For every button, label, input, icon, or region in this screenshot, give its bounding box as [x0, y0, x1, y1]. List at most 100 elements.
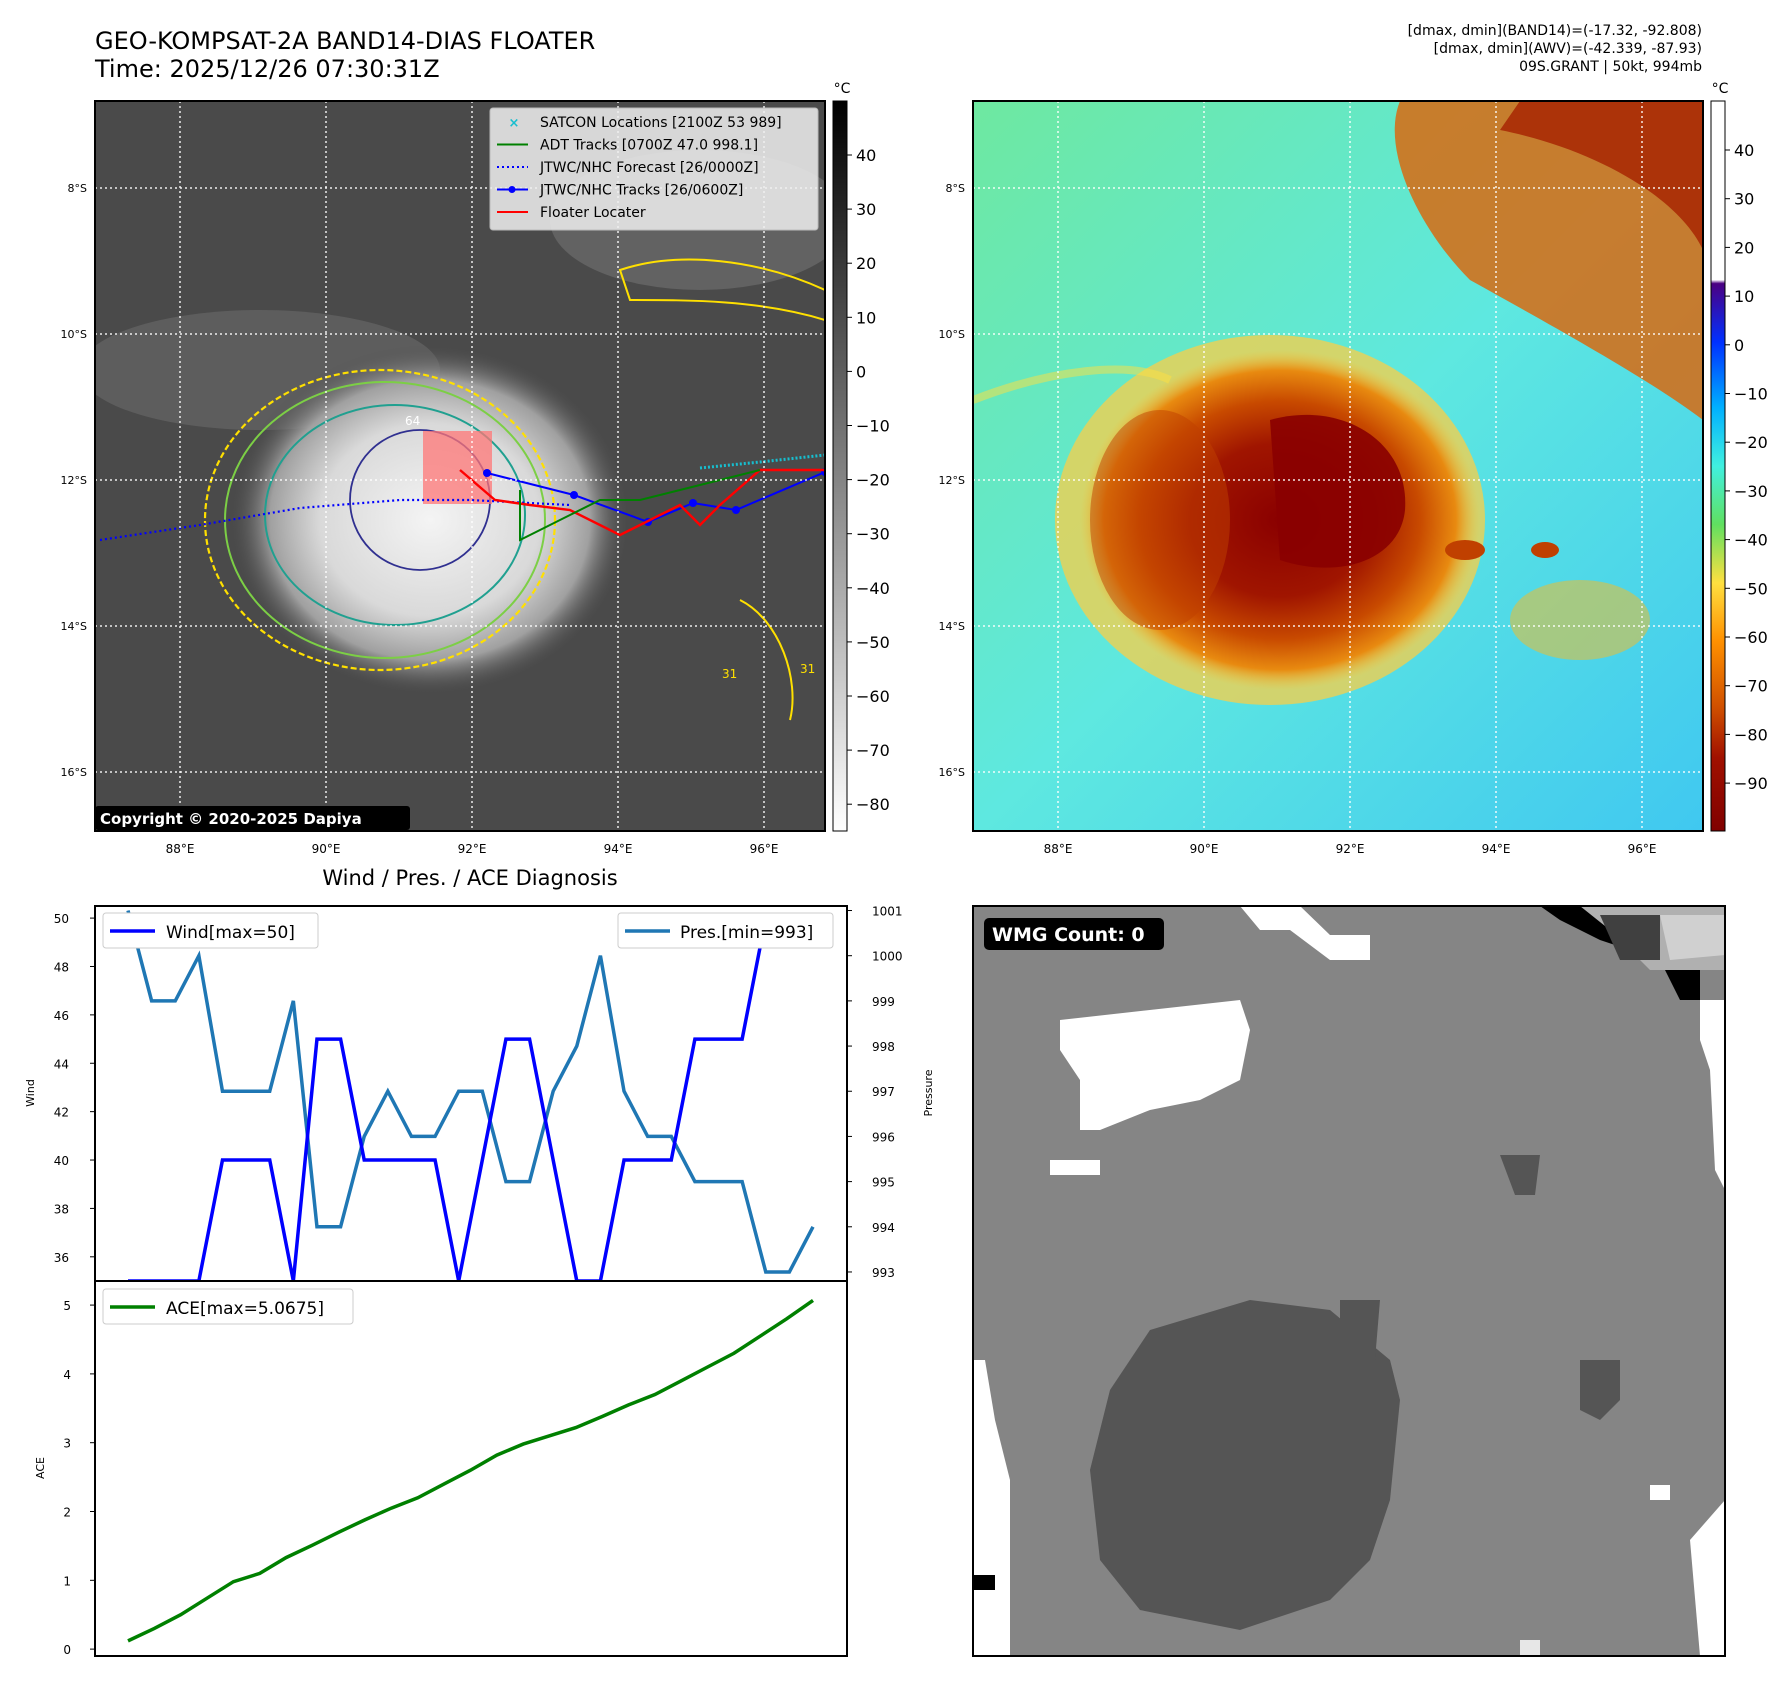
figure-title: GEO-KOMPSAT-2A BAND14-DIAS FLOATER — [95, 27, 596, 55]
colorbar-tick-label: 10 — [856, 308, 876, 327]
lat-label: 10°S — [939, 328, 965, 341]
pressure-tick-label: 999 — [872, 995, 895, 1009]
legend-label: ADT Tracks [0700Z 47.0 998.1] — [540, 138, 758, 154]
colorbar-tick-label: −90 — [1734, 774, 1768, 793]
lat-label: 10°S — [61, 328, 87, 341]
jtwc-track-point — [689, 499, 697, 507]
wind-line — [128, 916, 813, 1283]
ir-contour-outer — [203, 368, 557, 672]
lat-label: 8°S — [946, 182, 965, 195]
lon-label: 94°E — [604, 842, 633, 856]
wind-legend: Wind[max=50] — [102, 912, 319, 949]
pressure-tick-label: 996 — [872, 1130, 895, 1144]
colorbar-tick-label: −20 — [856, 471, 890, 490]
color-colorbar-ticks: 40 30 20 10 0 −10 −20 −30 −40 −50 −60 −70 −80 −90 — [1725, 141, 1768, 793]
legend-label: JTWC/NHC Tracks [26/0600Z] — [539, 183, 743, 199]
stats-band14: [dmax, dmin](BAND14)=(-17.32, -92.808) — [1407, 23, 1702, 39]
lon-label: 92°E — [1336, 842, 1365, 856]
legend-label: SATCON Locations [2100Z 53 989] — [540, 115, 782, 131]
lat-label: 12°S — [61, 474, 87, 487]
color-colorbar-unit: °C — [1712, 81, 1729, 97]
wind-axis-label: Wind — [24, 1079, 37, 1107]
wind-legend-label: Wind[max=50] — [166, 923, 295, 943]
contour-label-31b: 31 — [800, 662, 815, 676]
jtwc-track-point — [570, 491, 578, 499]
colorbar-tick-label: −80 — [1734, 725, 1768, 744]
color-map-lon-labels: 88°E 90°E 92°E 94°E 96°E — [1044, 842, 1657, 856]
color-map-panel: 8°S 10°S 12°S 14°S 16°S 88°E 90°E 92°E 94°E 96°E… — [939, 81, 1768, 856]
colorbar-tick-label: −40 — [856, 579, 890, 598]
colorbar-tick-label: −70 — [1734, 677, 1768, 696]
colorbar-tick-label: −60 — [856, 687, 890, 706]
lon-label: 90°E — [1190, 842, 1219, 856]
lat-label: 12°S — [939, 474, 965, 487]
ir-map-panel: 64 31 31 × SATCON Locations [2100Z 53 989… — [61, 81, 890, 856]
color-colorbar — [1710, 100, 1726, 832]
ir-cloud-mass — [230, 345, 630, 695]
floater-track — [459, 468, 825, 537]
colorbar-tick-label: −10 — [1734, 385, 1768, 404]
lon-label: 88°E — [166, 842, 195, 856]
contour-label-31a: 31 — [722, 667, 737, 681]
legend-marker-dot — [508, 186, 516, 193]
pressure-line — [126, 910, 815, 1274]
lat-label: 16°S — [61, 766, 87, 779]
colorbar-tick-label: −80 — [856, 795, 890, 814]
figure-title-block: GEO-KOMPSAT-2A BAND14-DIAS FLOATER Time:… — [95, 27, 595, 83]
lon-label: 88°E — [1044, 842, 1073, 856]
pressure-tick-label: 997 — [872, 1085, 895, 1099]
pressure-axis-label: Pressure — [922, 1069, 935, 1116]
ace-tick-label: 3 — [63, 1437, 71, 1451]
wmg-dark-blob — [1090, 1300, 1400, 1630]
lon-label: 92°E — [458, 842, 487, 856]
colorbar-tick-label: 20 — [1734, 238, 1754, 257]
ace-legend-label: ACE[max=5.0675] — [166, 1299, 324, 1319]
wind-tick-label: 42 — [54, 1106, 69, 1120]
ace-legend: ACE[max=5.0675] — [102, 1288, 354, 1325]
color-map-lat-labels: 8°S 10°S 12°S 14°S 16°S — [939, 182, 965, 779]
pressure-tick-label: 998 — [872, 1040, 895, 1054]
wind-tick-label: 40 — [54, 1154, 69, 1168]
jtwc-track-point — [483, 469, 491, 477]
ir-legend: × SATCON Locations [2100Z 53 989] ADT Trac… — [489, 107, 819, 231]
lat-label: 14°S — [939, 620, 965, 633]
copyright-text: Copyright © 2020-2025 Dapiya — [100, 810, 362, 828]
stats-awv: [dmax, dmin](AWV)=(-42.339, -87.93) — [1433, 41, 1702, 57]
colorbar-tick-label: −20 — [1734, 433, 1768, 452]
ace-tick-label: 2 — [63, 1506, 71, 1520]
color-map-frame — [972, 100, 1704, 832]
pressure-legend: Pres.[min=993] — [617, 912, 834, 949]
lon-label: 94°E — [1482, 842, 1511, 856]
wind-tick-label: 36 — [54, 1251, 69, 1265]
contour-label-64: 64 — [405, 414, 420, 428]
ace-series-line — [127, 1299, 815, 1643]
pressure-axis-ticks: 993 994 995 996 997 998 999 1000 1001 — [847, 905, 903, 1280]
ir-colorbar-ticks: 40 30 20 10 0 −10 −20 −30 −40 −50 −60 −70 −80 — [847, 146, 890, 814]
ace-chart: 0 1 2 3 4 5 ACE ACE[max=5.0675] — [34, 1280, 848, 1657]
jtwc-track-point — [732, 506, 740, 514]
wind-tick-label: 48 — [54, 960, 69, 974]
lon-label: 90°E — [312, 842, 341, 856]
wmg-count-badge — [984, 918, 1164, 950]
wind-tick-label: 44 — [54, 1057, 69, 1071]
lon-label: 96°E — [750, 842, 779, 856]
lat-label: 14°S — [61, 620, 87, 633]
ace-line — [127, 1299, 815, 1643]
ir-colorbar-unit: °C — [834, 81, 851, 97]
ir-lat-labels: 8°S 10°S 12°S 14°S 16°S — [61, 182, 87, 779]
ir-map-frame — [94, 100, 826, 832]
legend-marker-x: × — [509, 116, 520, 131]
colorbar-tick-label: −70 — [856, 741, 890, 760]
pressure-tick-label: 1000 — [872, 950, 903, 964]
wind-axis-ticks: 36 38 40 42 44 46 48 50 — [54, 912, 95, 1265]
adt-track — [519, 469, 761, 542]
jtwc-track — [486, 471, 825, 524]
colorbar-tick-label: 30 — [856, 200, 876, 219]
colorbar-tick-label: −50 — [1734, 579, 1768, 598]
pressure-legend-label: Pres.[min=993] — [680, 923, 813, 943]
colorbar-tick-label: −30 — [1734, 482, 1768, 501]
satcon-track — [699, 453, 825, 470]
ace-tick-label: 0 — [63, 1643, 71, 1657]
color-map-northeast-cloud — [1394, 101, 1703, 420]
pressure-tick-label: 993 — [872, 1266, 895, 1280]
